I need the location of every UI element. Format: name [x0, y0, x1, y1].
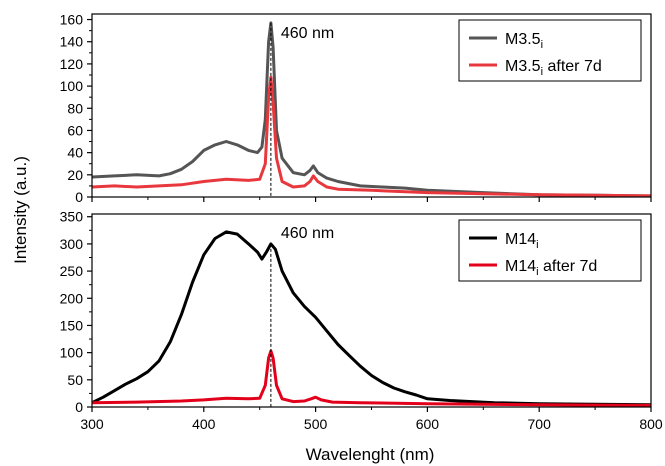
- y-tick-label: 250: [60, 263, 84, 279]
- y-tick-label: 100: [60, 345, 84, 361]
- legend-label: M14i: [505, 231, 539, 251]
- peak-annotation: 460 nm: [281, 225, 334, 242]
- peak-annotation: 460 nm: [281, 25, 334, 42]
- x-tick-label: 800: [639, 416, 663, 432]
- y-tick-label: 120: [60, 56, 84, 72]
- x-tick-label: 600: [416, 416, 440, 432]
- y-tick-label: 50: [67, 372, 83, 388]
- y-tick-label: 80: [67, 100, 83, 116]
- series-line-0: [91, 230, 652, 407]
- x-tick-label: 400: [192, 416, 216, 432]
- legend-box: [458, 19, 642, 82]
- legend-label: M3.5i after 7d: [505, 58, 602, 78]
- y-tick-label: 160: [60, 12, 84, 28]
- y-tick-label: 200: [60, 290, 84, 306]
- y-tick-label: 60: [67, 122, 83, 138]
- legend-label: M14i after 7d: [505, 258, 597, 278]
- y-axis-label: Intensity (a.u.): [11, 156, 30, 264]
- series-line-1: [91, 75, 652, 198]
- top-panel: 460 nm 0 20 40 60 80 100 120 140 160 M3.5i M3.5i af…: [60, 12, 652, 205]
- legend-label: M3.5i: [505, 31, 543, 51]
- y-tick-label: 20: [67, 167, 83, 183]
- series-line-1: [91, 349, 652, 407]
- bottom-panel: 460 nm 0 50 100 150 200 250 300 350 M14i M14i afte…: [60, 209, 652, 415]
- x-tick-label: 700: [528, 416, 552, 432]
- y-tick-label: 300: [60, 236, 84, 252]
- legend-box: [458, 219, 642, 282]
- y-tick-label: 140: [60, 34, 84, 50]
- series-line-0: [91, 21, 652, 198]
- x-tick-label: 300: [80, 416, 104, 432]
- y-tick-label: 350: [60, 209, 84, 225]
- legend: M3.5i M3.5i after 7d: [458, 19, 642, 82]
- y-tick-label: 0: [75, 399, 83, 415]
- y-tick-label: 40: [67, 145, 83, 161]
- legend: M14i M14i after 7d: [458, 219, 642, 282]
- y-tick-label: 0: [75, 189, 83, 205]
- y-tick-label: 150: [60, 317, 84, 333]
- x-axis-label: Wavelenght (nm): [306, 445, 435, 464]
- x-tick-label: 500: [304, 416, 328, 432]
- y-tick-label: 100: [60, 78, 84, 94]
- x-tick-labels: 300 400 500 600 700 800: [80, 416, 663, 432]
